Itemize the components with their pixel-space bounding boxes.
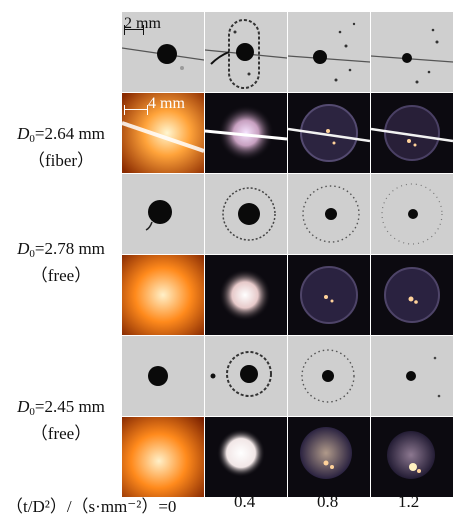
shadow-image-free2-t08 (288, 336, 370, 416)
scale-bar-shadow-label: 2 mm (124, 15, 161, 32)
diameter-symbol: D (17, 239, 30, 258)
flame-image-free1-t0 (122, 255, 204, 335)
scale-bar-shadow: 2 mm (124, 15, 161, 35)
shadow-image-fiber-t08 (288, 12, 370, 92)
row-label-free-2: D0=2.45 mm （free） (0, 396, 122, 445)
flame-image-fiber-t12 (371, 93, 453, 173)
scale-bar-flame-label: 4 mm (148, 95, 185, 112)
condition-label: （free） (30, 424, 92, 443)
diameter-value: =2.45 mm (34, 397, 105, 416)
flame-image-free2-t04 (205, 417, 287, 497)
flame-image-fiber-t04 (205, 93, 287, 173)
shadow-image-free2-t04 (205, 336, 287, 416)
diameter-subscript: 0 (29, 406, 35, 418)
row-label-fiber: D0=2.64 mm （fiber） (0, 123, 122, 172)
flame-image-fiber-t08 (288, 93, 370, 173)
diameter-symbol: D (17, 397, 30, 416)
flame-image-free2-t08 (288, 417, 370, 497)
diameter-value: =2.78 mm (34, 239, 105, 258)
shadow-image-fiber-t0 (122, 12, 204, 92)
flame-image-free1-t08 (288, 255, 370, 335)
flame-image-free2-t12 (371, 417, 453, 497)
time-axis-prefix: （t/D²）/（s·mm⁻²）=0 (6, 497, 177, 516)
scale-bar-flame: 4 mm (124, 95, 185, 115)
time-tick-08: 0.8 (317, 492, 339, 511)
flame-image-free2-t0 (122, 417, 204, 497)
diameter-subscript: 0 (29, 133, 35, 145)
condition-label: （free） (30, 266, 92, 285)
time-tick-12: 1.2 (398, 492, 420, 511)
row-label-free-1: D0=2.78 mm （free） (0, 238, 122, 287)
flame-image-free1-t04 (205, 255, 287, 335)
flame-image-fiber-t0 (122, 93, 204, 173)
shadow-image-free1-t04 (205, 174, 287, 254)
flame-image-free1-t12 (371, 255, 453, 335)
diameter-symbol: D (17, 124, 30, 143)
shadow-image-fiber-t12 (371, 12, 453, 92)
shadow-image-free1-t0 (122, 174, 204, 254)
shadow-image-free2-t0 (122, 336, 204, 416)
diameter-subscript: 0 (29, 248, 35, 260)
condition-label: （fiber） (27, 151, 95, 170)
time-tick-04: 0.4 (234, 492, 256, 511)
shadow-image-free2-t12 (371, 336, 453, 416)
diameter-value: =2.64 mm (34, 124, 105, 143)
shadow-image-fiber-t04 (205, 12, 287, 92)
shadow-image-free1-t12 (371, 174, 453, 254)
shadow-image-free1-t08 (288, 174, 370, 254)
